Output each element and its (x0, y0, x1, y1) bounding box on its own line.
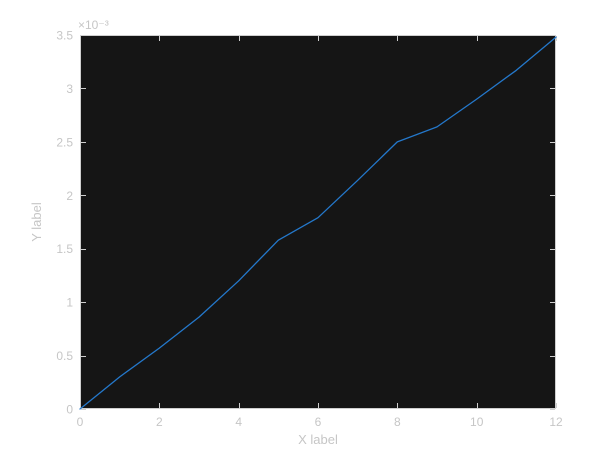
x-tick-label: 4 (235, 415, 242, 429)
data-line (79, 36, 557, 410)
x-tick-label: 10 (470, 415, 484, 429)
y-tick-label: 3.5 (56, 29, 73, 43)
plot-area (80, 35, 556, 409)
y-tick-label: 0.5 (56, 349, 73, 363)
y-axis-label: Y label (29, 202, 44, 242)
y-axis-multiplier: ×10⁻³ (78, 18, 109, 32)
y-tick-label: 0 (66, 403, 73, 417)
x-tick-label: 8 (394, 415, 401, 429)
x-tick-label: 12 (549, 415, 563, 429)
x-tick-label: 2 (156, 415, 163, 429)
y-tick-label: 2.5 (56, 135, 73, 149)
x-tick-label: 6 (315, 415, 322, 429)
y-tick-label: 2 (66, 189, 73, 203)
x-tick-labels: 0 2 4 6 8 10 12 (77, 415, 563, 429)
y-tick-label: 1.5 (56, 242, 73, 256)
x-axis-label: X label (298, 432, 338, 447)
y-tick-label: 3 (66, 82, 73, 96)
x-tick-label: 0 (77, 415, 84, 429)
axis-ticks (80, 35, 557, 410)
y-tick-label: 1 (66, 296, 73, 310)
y-tick-labels: 0 0.5 1 1.5 2 2.5 3 3.5 (56, 29, 73, 417)
